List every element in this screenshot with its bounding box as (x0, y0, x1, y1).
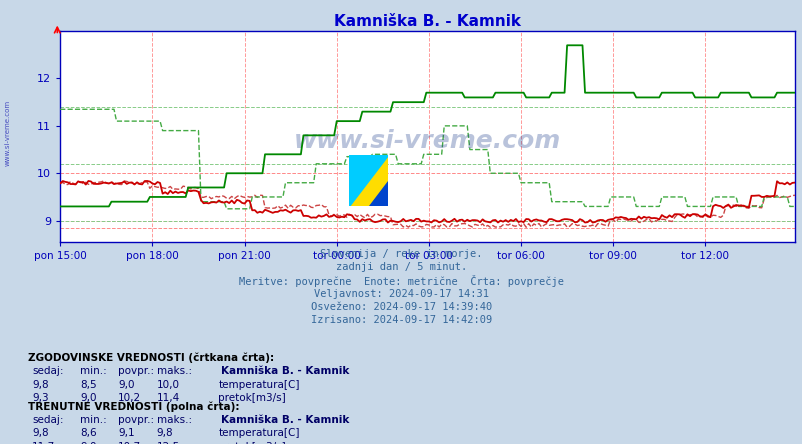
Text: Kamniška B. - Kamnik: Kamniška B. - Kamnik (221, 415, 349, 425)
Title: Kamniška B. - Kamnik: Kamniška B. - Kamnik (334, 13, 520, 28)
Text: Kamniška B. - Kamnik: Kamniška B. - Kamnik (221, 366, 349, 377)
Polygon shape (368, 181, 387, 206)
Text: pretok[m3/s]: pretok[m3/s] (218, 393, 286, 403)
Text: 9,0: 9,0 (118, 380, 135, 390)
Text: temperatura[C]: temperatura[C] (218, 380, 299, 390)
Text: 10,0: 10,0 (156, 380, 180, 390)
Text: maks.:: maks.: (156, 415, 192, 425)
Text: 8,6: 8,6 (80, 428, 97, 439)
Text: 9,8: 9,8 (32, 428, 49, 439)
Text: www.si-vreme.com: www.si-vreme.com (5, 100, 11, 166)
Text: 8,5: 8,5 (80, 380, 97, 390)
Text: 11,4: 11,4 (156, 393, 180, 403)
Text: 9,8: 9,8 (32, 380, 49, 390)
Text: 10,7: 10,7 (118, 442, 141, 444)
Text: Meritve: povprečne  Enote: metrične  Črta: povprečje: Meritve: povprečne Enote: metrične Črta:… (239, 275, 563, 287)
Text: povpr.:: povpr.: (118, 366, 154, 377)
Text: zadnji dan / 5 minut.: zadnji dan / 5 minut. (335, 262, 467, 272)
Text: min.:: min.: (80, 415, 107, 425)
Text: Osveženo: 2024-09-17 14:39:40: Osveženo: 2024-09-17 14:39:40 (310, 302, 492, 312)
Text: www.si-vreme.com: www.si-vreme.com (294, 129, 561, 153)
Text: min.:: min.: (80, 366, 107, 377)
Text: pretok[m3/s]: pretok[m3/s] (218, 442, 286, 444)
Polygon shape (349, 155, 387, 206)
Text: ZGODOVINSKE VREDNOSTI (črtkana črta):: ZGODOVINSKE VREDNOSTI (črtkana črta): (28, 353, 274, 364)
Text: 11,7: 11,7 (32, 442, 55, 444)
Polygon shape (349, 155, 387, 206)
Text: 12,5: 12,5 (156, 442, 180, 444)
Text: TRENUTNE VREDNOSTI (polna črta):: TRENUTNE VREDNOSTI (polna črta): (28, 402, 239, 412)
Text: Izrisano: 2024-09-17 14:42:09: Izrisano: 2024-09-17 14:42:09 (310, 315, 492, 325)
Text: Veljavnost: 2024-09-17 14:31: Veljavnost: 2024-09-17 14:31 (314, 289, 488, 299)
Text: sedaj:: sedaj: (32, 415, 63, 425)
Text: sedaj:: sedaj: (32, 366, 63, 377)
Text: 9,0: 9,0 (80, 393, 97, 403)
Text: 10,2: 10,2 (118, 393, 141, 403)
Text: 9,8: 9,8 (156, 428, 173, 439)
Text: 9,0: 9,0 (80, 442, 97, 444)
Text: 9,1: 9,1 (118, 428, 135, 439)
Text: maks.:: maks.: (156, 366, 192, 377)
Text: povpr.:: povpr.: (118, 415, 154, 425)
Text: Slovenija / reke in morje.: Slovenija / reke in morje. (320, 249, 482, 259)
Text: 9,3: 9,3 (32, 393, 49, 403)
Text: temperatura[C]: temperatura[C] (218, 428, 299, 439)
